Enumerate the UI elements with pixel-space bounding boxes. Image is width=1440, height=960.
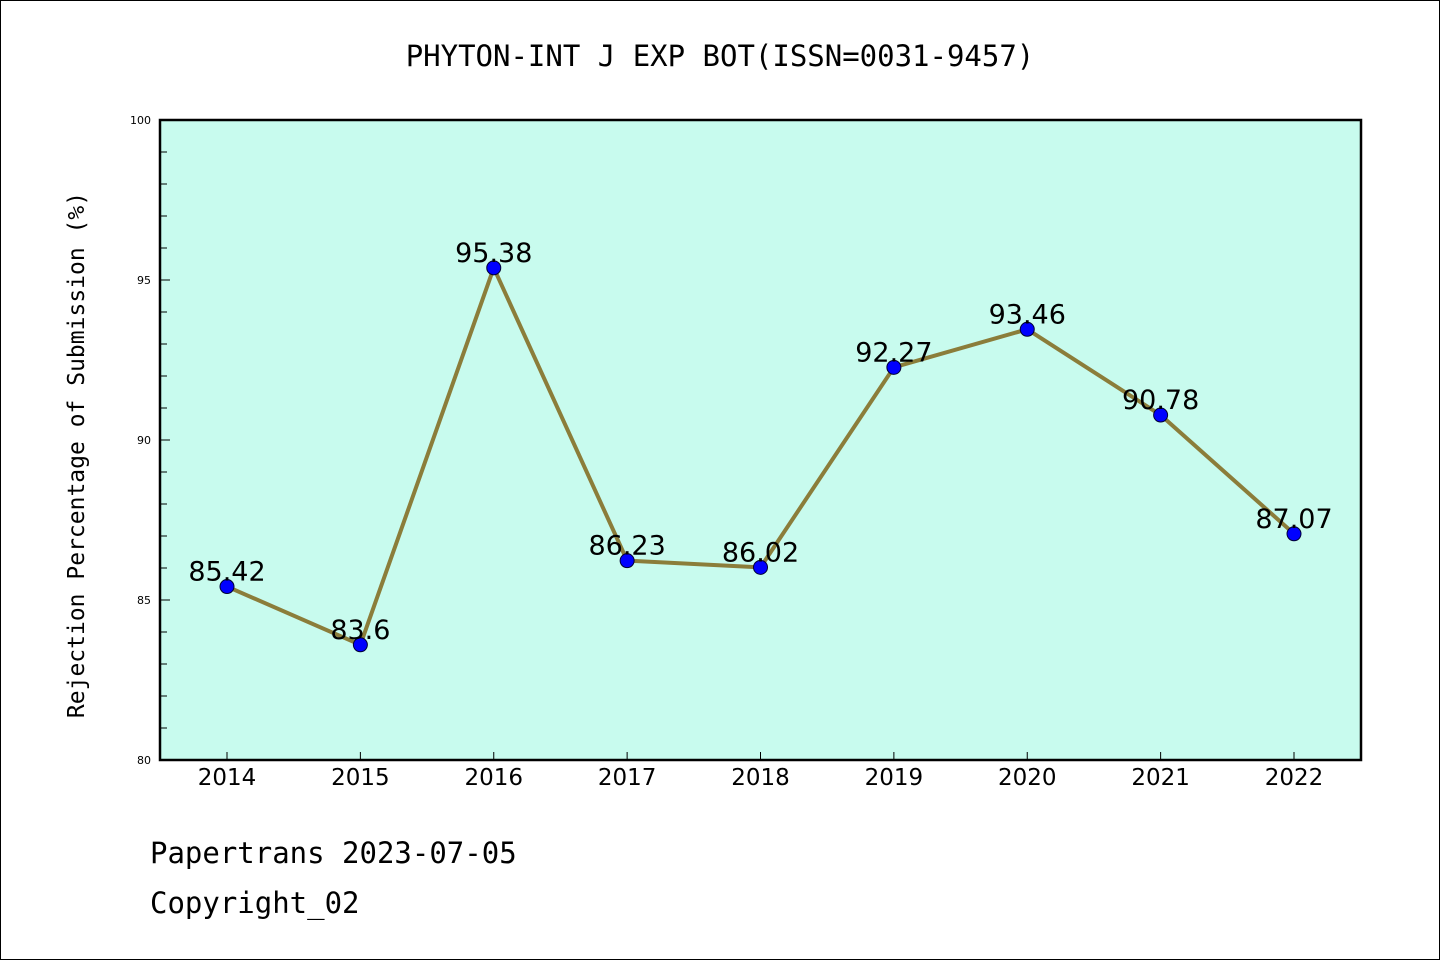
data-label-2022: 87.07 — [1255, 504, 1332, 535]
x-tick-label-2016: 2016 — [464, 765, 523, 791]
y-tick-label-85: 85 — [137, 594, 151, 607]
y-tick-label-95: 95 — [137, 274, 151, 287]
data-label-2018: 86.02 — [722, 537, 799, 568]
x-tick-label-2014: 2014 — [198, 765, 257, 791]
data-point-2015 — [352, 637, 368, 653]
x-tick-label-2018: 2018 — [731, 765, 790, 791]
y-axis-label: Rejection Percentage of Submission (%) — [64, 192, 90, 718]
data-point-2019 — [886, 359, 902, 375]
x-tick-label-2022: 2022 — [1265, 765, 1324, 791]
x-tick-label-2021: 2021 — [1131, 765, 1190, 791]
data-label-2021: 90.78 — [1122, 385, 1199, 416]
data-point-2014 — [219, 579, 235, 595]
data-label-2015: 83.6 — [330, 615, 390, 646]
y-tick-labels: 80 85 90 95 100 — [130, 114, 151, 767]
data-label-2017: 86.23 — [588, 531, 665, 562]
plot-border — [158, 118, 1363, 762]
data-point-2021 — [1153, 407, 1169, 423]
data-labels: 85.42 83.6 95.38 86.23 86.02 92.27 93.46 90.78 8… — [188, 238, 1332, 646]
x-tick-labels: 2014 2015 2016 2017 2018 2019 2020 2021 2022 — [198, 765, 1324, 791]
data-markers — [219, 260, 1302, 653]
x-ticks — [226, 752, 1295, 760]
data-point-2018 — [753, 559, 768, 575]
data-label-2016: 95.38 — [455, 238, 532, 269]
footer-copyright: Copyright_02 — [150, 886, 360, 920]
plot-area — [160, 120, 1361, 760]
x-tick-label-2020: 2020 — [998, 765, 1057, 791]
data-point-2020 — [1019, 321, 1035, 337]
data-label-2019: 92.27 — [855, 337, 932, 368]
x-tick-label-2015: 2015 — [331, 765, 390, 791]
chart-title: PHYTON-INT J EXP BOT(ISSN=0031-9457) — [406, 39, 1035, 73]
y-tick-label-90: 90 — [137, 434, 151, 447]
data-label-2020: 93.46 — [989, 299, 1066, 330]
x-tick-label-2017: 2017 — [598, 765, 657, 791]
data-label-2014: 85.42 — [188, 557, 265, 588]
data-point-2016 — [486, 260, 502, 276]
footer-date: Papertrans 2023-07-05 — [150, 836, 517, 870]
x-tick-label-2019: 2019 — [865, 765, 924, 791]
y-tick-label-80: 80 — [137, 754, 151, 767]
data-point-2022 — [1286, 526, 1302, 542]
y-tick-label-100: 100 — [130, 114, 151, 127]
data-point-2017 — [619, 553, 635, 569]
